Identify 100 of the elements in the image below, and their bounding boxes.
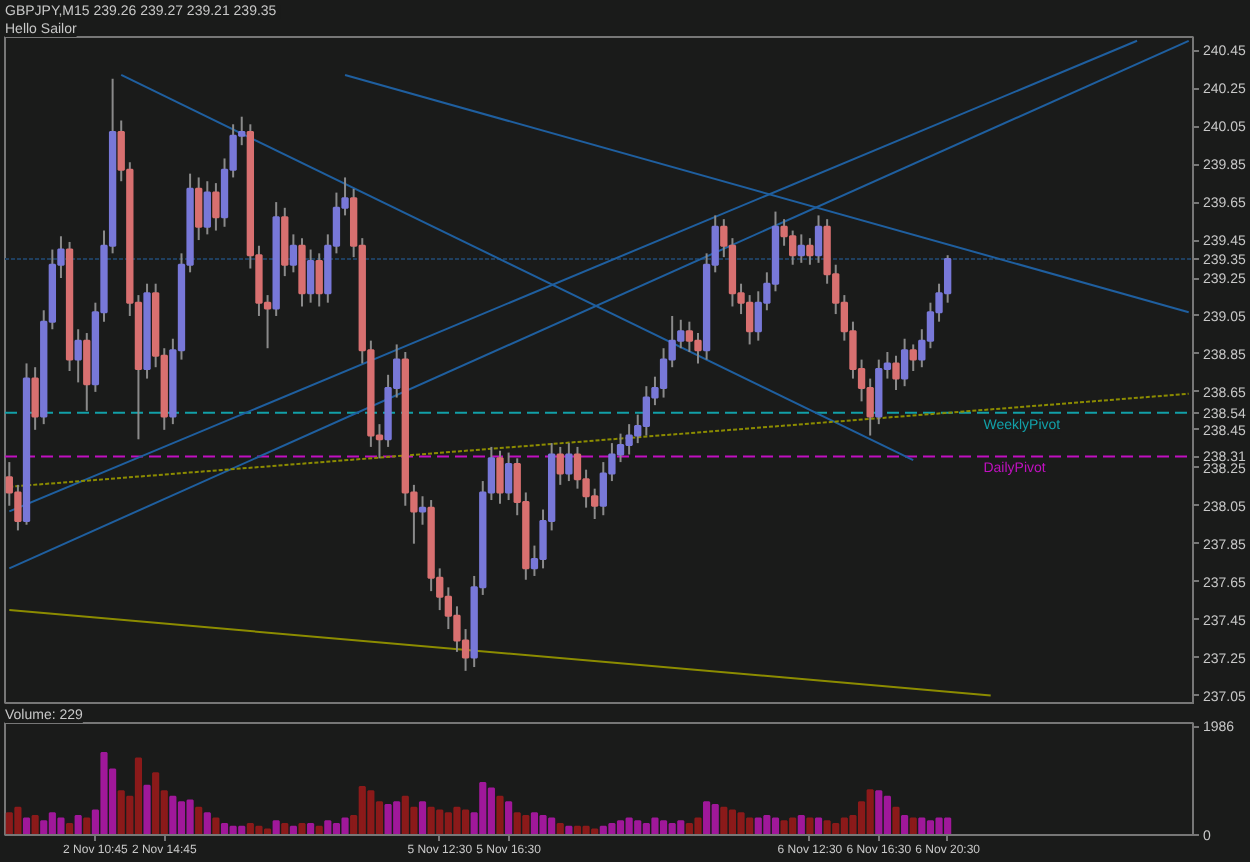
bar <box>479 782 487 835</box>
bar <box>384 803 392 835</box>
bar <box>668 823 676 835</box>
bar <box>453 806 461 835</box>
candlestick <box>694 332 702 365</box>
candlestick <box>892 354 900 391</box>
candlestick <box>797 233 805 264</box>
bar <box>358 785 366 835</box>
bar <box>530 812 539 835</box>
bar <box>771 817 780 835</box>
bar <box>513 812 521 835</box>
bar <box>74 814 82 835</box>
bar <box>608 823 616 835</box>
candlestick <box>14 483 22 532</box>
bar <box>22 817 31 835</box>
bar <box>875 790 883 835</box>
candlestick <box>31 366 39 431</box>
candlestick <box>642 385 651 437</box>
bar <box>332 823 341 835</box>
bar <box>703 801 711 835</box>
candlestick <box>298 237 306 308</box>
bar <box>814 817 823 835</box>
bar <box>220 823 229 835</box>
bar <box>625 817 633 835</box>
candlestick <box>556 445 564 486</box>
bar <box>780 820 788 835</box>
bar <box>307 823 315 835</box>
bar <box>677 820 685 835</box>
bar <box>505 801 513 835</box>
bar <box>143 784 151 835</box>
candlestick <box>306 248 315 304</box>
bar <box>909 817 917 835</box>
bar <box>797 814 805 835</box>
bar <box>694 817 702 835</box>
bar <box>461 809 470 835</box>
bar <box>522 814 530 835</box>
bar <box>195 806 203 835</box>
bar <box>401 795 409 835</box>
bar <box>789 817 797 835</box>
bar <box>634 820 642 835</box>
bar <box>754 817 762 835</box>
bar <box>935 817 943 835</box>
bar <box>298 823 306 835</box>
bar <box>367 790 375 835</box>
candlestick <box>625 423 633 456</box>
candlestick <box>203 180 211 236</box>
bar <box>651 817 659 835</box>
bar <box>255 825 263 835</box>
bar <box>83 817 91 835</box>
candlestick <box>806 237 814 266</box>
candlestick <box>745 294 754 346</box>
bar <box>5 812 13 835</box>
bar <box>427 806 435 835</box>
bar <box>324 820 332 835</box>
bar <box>616 820 625 835</box>
candlestick <box>814 214 823 264</box>
bar <box>177 801 186 835</box>
bar <box>883 795 891 835</box>
bar <box>918 817 926 835</box>
bar <box>169 795 177 835</box>
bar <box>659 820 668 835</box>
candlestick <box>289 233 298 274</box>
bar <box>539 814 547 835</box>
candlestick <box>573 445 582 490</box>
bar <box>117 790 125 835</box>
bar <box>272 820 280 835</box>
bar <box>823 820 831 835</box>
bar <box>315 825 323 835</box>
candlestick <box>74 328 82 384</box>
bar <box>289 825 297 835</box>
bar <box>737 812 745 835</box>
bar <box>203 812 211 835</box>
bar <box>832 823 840 835</box>
candlestick <box>900 337 909 388</box>
candlestick <box>212 182 220 232</box>
bar <box>186 799 194 835</box>
bar <box>341 817 349 835</box>
candlestick <box>659 347 668 399</box>
bar <box>65 823 74 835</box>
bar <box>866 789 874 835</box>
candlestick <box>418 495 427 526</box>
bar <box>100 752 108 835</box>
candlestick <box>565 442 573 483</box>
bar <box>763 814 771 835</box>
candlestick <box>504 451 513 502</box>
bar <box>212 817 220 835</box>
bar <box>728 809 737 835</box>
bar <box>14 806 22 835</box>
bar <box>418 801 427 835</box>
bar <box>711 803 719 835</box>
bar <box>31 814 39 835</box>
bar <box>556 823 564 835</box>
bar <box>238 825 246 835</box>
bar <box>496 795 504 835</box>
bar <box>892 806 900 835</box>
candlestick <box>315 252 323 308</box>
candlestick <box>83 332 91 412</box>
candlestick <box>496 449 504 505</box>
bar <box>40 820 48 835</box>
bar <box>926 820 935 835</box>
